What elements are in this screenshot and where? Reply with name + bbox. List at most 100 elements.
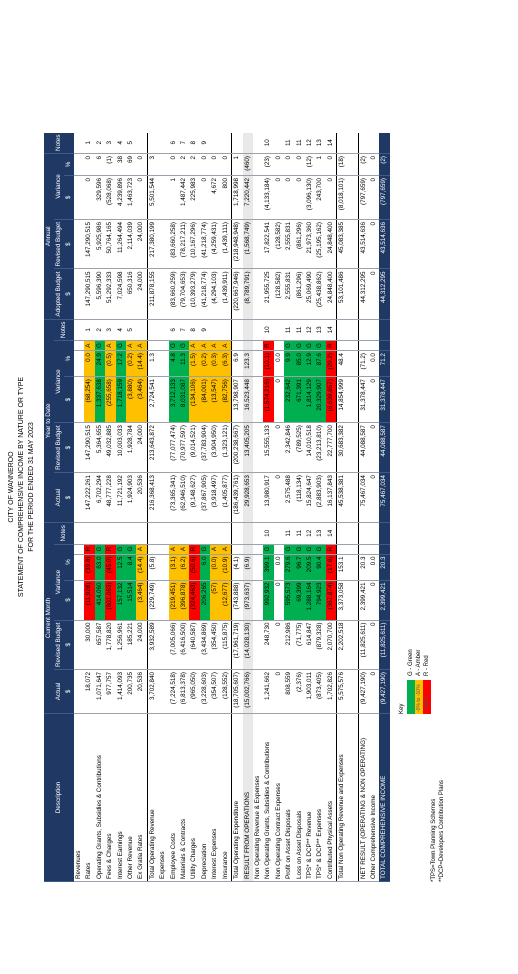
cell-an-n: 8 xyxy=(189,132,200,154)
key-amber-swatch: -0% to -10% xyxy=(415,680,423,714)
cell-cm-p: (10.9) xyxy=(220,554,232,581)
cell-cm-b: 2,202,518 xyxy=(336,620,348,670)
cell-yt-a: 2,575,488 xyxy=(284,472,295,523)
empty-cell xyxy=(252,554,264,581)
cell-cm-p: 20.3 xyxy=(358,554,369,581)
cell-cm-p: 8.4 xyxy=(126,554,137,581)
cell-yt-a: 13,980,917 xyxy=(263,472,274,523)
cell-an-v: (797,659) xyxy=(358,175,369,220)
empty-cell xyxy=(347,544,359,555)
cell-cm-p: (4.1) xyxy=(231,554,243,581)
cell-an-a: 51,292,333 xyxy=(105,268,116,320)
cell-yt-p: (29.2) xyxy=(325,350,337,377)
cell-yt-p: 85.0 xyxy=(294,350,305,377)
cell-cm-n xyxy=(115,522,127,545)
empty-cell xyxy=(252,319,264,341)
cell-cm-p: 63.0 xyxy=(94,554,106,581)
cell-yt-b: 1,928,784 xyxy=(126,422,137,473)
empty-cell xyxy=(158,472,169,523)
cell-cm-v: (3,464) xyxy=(136,580,148,621)
cell-an-a: (861,296) xyxy=(294,268,305,320)
cell-cm-r: A xyxy=(168,544,180,555)
cell-yt-v: 1,814,129 xyxy=(304,376,316,423)
cell-an-b: 11,264,494 xyxy=(115,219,127,269)
cell-an-p: 0 xyxy=(294,153,305,176)
cell-yt-p: 0.0 xyxy=(368,350,380,377)
cell-yt-r xyxy=(273,340,285,351)
cell-yt-p: 9.9 xyxy=(284,350,295,377)
cell-cm-p: (39.8) xyxy=(84,554,95,581)
cell-yt-n: 7 xyxy=(179,319,190,341)
cell-an-p: 0 xyxy=(199,153,211,176)
cell-an-b: 43,514,636 xyxy=(358,219,369,269)
cell-yt-a: 6,702,294 xyxy=(94,472,106,523)
cell-cm-r xyxy=(368,544,380,555)
empty-cell xyxy=(252,472,264,523)
cell-yt-n: 1 xyxy=(84,319,95,341)
cell-cm-p: 0.0 xyxy=(368,554,380,581)
cell-an-p: 69 xyxy=(126,153,137,176)
section-label: Non Operating Revenue & Expenses xyxy=(252,713,264,882)
cell-desc: Interest Earnings xyxy=(115,713,127,882)
cell-desc: Total Non Operating Revenue and Expenses xyxy=(336,713,348,882)
cell-yt-b: (200,238,667) xyxy=(231,422,243,473)
cell-an-n xyxy=(336,132,348,154)
statement-body: Revenues Rates 18,072 30,000 (11,928) (39.8) R… xyxy=(74,132,390,882)
cell-an-a: 650,316 xyxy=(126,268,137,320)
cell-yt-n xyxy=(242,319,253,341)
cell-yt-r: A xyxy=(199,340,211,351)
col-ytd: Year to Date xyxy=(44,319,54,523)
cell-yt-p: (10.1) xyxy=(263,350,274,377)
cell-yt-v: 31,378,447 xyxy=(379,376,390,423)
empty-cell xyxy=(347,422,359,473)
cell-an-n: 5 xyxy=(126,132,137,154)
empty-cell xyxy=(74,350,85,377)
cell-yt-b: 2,342,846 xyxy=(284,422,295,473)
cell-cm-b: (11,825,611) xyxy=(358,620,369,670)
unit-dollar: $ xyxy=(64,422,74,473)
cell-yt-v: (1,574,216) xyxy=(263,376,274,423)
cell-an-a: (8,789,791) xyxy=(242,268,253,320)
cell-an-p: (23) xyxy=(263,153,274,176)
cell-cm-a: 20,536 xyxy=(136,669,148,714)
cell-cm-p: 90.4 xyxy=(315,554,326,581)
cell-cm-b: (71,775) xyxy=(294,620,305,670)
empty-cell xyxy=(74,522,85,545)
cell-desc: TOTAL COMPREHENSIVE INCOME xyxy=(379,713,390,882)
table-row: Operating Grants, Subsidies & Contributi… xyxy=(94,132,106,882)
cell-an-b: (128,582) xyxy=(273,219,285,269)
section-label: Expenses xyxy=(158,713,169,882)
empty-cell xyxy=(74,472,85,523)
cell-cm-p: (3.1) xyxy=(168,554,180,581)
cell-cm-b: 24,000 xyxy=(136,620,148,670)
cell-yt-r: G xyxy=(179,340,190,351)
cell-yt-b: (1,323,121) xyxy=(220,422,232,473)
cell-an-b: 24,000 xyxy=(136,219,148,269)
cell-an-v: 800 xyxy=(220,175,232,220)
cell-an-a: (1,439,911) xyxy=(220,268,232,320)
cell-cm-a: (9,427,190) xyxy=(358,669,369,714)
cell-yt-a: 16,137,843 xyxy=(325,472,337,523)
cell-yt-n: 8 xyxy=(189,319,200,341)
cell-yt-r: A xyxy=(136,340,148,351)
cell-yt-n xyxy=(368,319,380,341)
cell-yt-v: 13,798,907 xyxy=(231,376,243,423)
cell-desc: Ex Gratia Rates xyxy=(136,713,148,882)
cell-yt-v: (6,639,857) xyxy=(325,376,337,423)
empty-cell xyxy=(158,669,169,714)
col-ytd-variance: Variance xyxy=(54,340,64,423)
section-label: Revenues xyxy=(74,713,85,882)
empty-cell xyxy=(74,268,85,320)
cell-yt-v: 2,724,541 xyxy=(147,376,159,423)
empty-cell xyxy=(74,376,85,423)
cell-an-p: (2) xyxy=(358,153,369,176)
empty-cell xyxy=(347,522,359,545)
cell-yt-p: 4.8 xyxy=(168,350,180,377)
cell-cm-p: (17.8) xyxy=(325,554,337,581)
cell-yt-p: 0.0 xyxy=(84,350,95,377)
empty-cell xyxy=(347,132,359,154)
cell-yt-v: (84,001) xyxy=(199,376,211,423)
cell-cm-n: 11 xyxy=(294,522,305,545)
cell-cm-a: (7,224,518) xyxy=(168,669,180,714)
cell-an-p: 3 xyxy=(147,153,159,176)
